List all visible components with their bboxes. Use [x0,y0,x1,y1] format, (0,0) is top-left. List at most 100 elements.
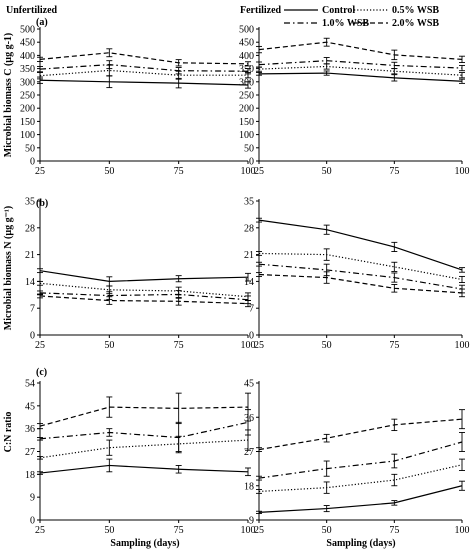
x-tick-label: 100 [455,166,470,177]
y-tick-label: 0 [249,331,254,342]
ylabel-b: Microbial biomass N (µg g⁻¹) [3,206,14,330]
series-1-0-wsb [256,432,465,481]
x-tick-label: 25 [35,166,45,177]
y-tick-label: 35 [244,197,254,208]
series-line [39,64,249,72]
y-tick-label: 150 [20,117,35,128]
series-control [37,268,251,287]
series-line [39,292,249,301]
y-tick-label: 28 [25,223,35,234]
y-tick-label: 250 [20,91,35,102]
x-tick-label: 50 [322,340,332,351]
y-tick-label: 7 [249,304,254,315]
panel-label-a: (a) [36,17,48,28]
series-line [258,464,463,493]
x-tick-label: 50 [104,525,114,536]
panel-b-fert: 0 7 14 21 28 35 25 50 75 100 [244,197,470,352]
legend-label: Control [322,5,355,16]
legend: Control 0.5% WSB 1.0% WSB 2.0% WSB [284,5,439,29]
x-tick-label: 75 [174,340,184,351]
y-tick-label: 350 [20,64,35,75]
series-line [39,69,248,77]
series-1-0-wsb [256,57,465,72]
series-2-0-wsb [256,409,465,452]
y-tick-label: 18 [244,481,254,492]
series-line [39,421,249,440]
panel-label-b: (b) [36,198,48,209]
series-line [39,282,249,298]
y-tick-label: 36 [25,424,35,435]
y-tick-label: 0 [30,331,35,342]
y-tick-label: 14 [244,277,254,288]
y-tick-label: 200 [20,104,35,115]
series-line [39,270,249,283]
y-tick-label: 9 [30,493,35,504]
series-line [39,295,249,305]
x-tick-label: 50 [322,525,332,536]
y-tick-label: 35 [25,197,35,208]
panel-b-unfert: 0 7 14 21 28 35 25 50 75 100 [25,197,256,352]
x-tick-label: 75 [389,525,399,536]
y-tick-label: 54 [25,379,35,390]
header-unfertilized: Unfertilized [6,5,58,16]
series-control [37,75,251,89]
y-tick-label: 50 [25,143,35,154]
y-tick-label: 27 [244,447,254,458]
y-tick-label: 0 [249,157,254,168]
x-tick-label: 75 [389,340,399,351]
y-tick-label: 45 [244,379,254,390]
xlabel-right: Sampling (days) [326,538,395,549]
series-line [39,439,249,459]
series-0-5-wsb [37,429,251,460]
legend-label: 0.5% WSB [392,5,439,16]
legend-item: 2.0% WSB [354,18,439,29]
y-tick-label: 18 [25,470,35,481]
y-tick-label: 250 [239,91,254,102]
series-line [39,79,249,86]
x-tick-label: 100 [241,340,256,351]
series-control [256,480,465,514]
legend-label: 2.0% WSB [392,18,439,29]
y-tick-label: 400 [20,51,35,62]
series-2-0-wsb [37,392,251,430]
legend-item: 1.0% WSB [284,18,369,29]
x-tick-label: 75 [389,166,399,177]
y-tick-label: 500 [20,25,35,36]
series-1-0-wsb [37,60,251,75]
y-tick-label: 450 [239,38,254,49]
y-tick-label: 9 [249,516,254,527]
series-control [37,458,251,477]
y-tick-label: 36 [244,413,254,424]
series-control [256,70,465,84]
panel-c-fert: 9 18 27 36 45 25 50 75 100 [244,379,470,537]
x-tick-label: 75 [174,166,184,177]
x-tick-label: 75 [174,525,184,536]
series-1-0-wsb [256,261,465,294]
x-tick-label: 100 [241,166,256,177]
series-1-0-wsb [37,290,251,305]
panel-a-fert: 0 50 100 150 200 250 300 350 400 450 500 25 50 75 100 [239,25,470,178]
series-2-0-wsb [256,37,465,63]
ylabel-c: C:N ratio [3,412,14,453]
legend-item: 0.5% WSB [354,5,439,16]
panel-c-unfert: 0 9 18 27 36 45 54 25 50 75 100 [25,379,256,537]
series-line [258,263,463,290]
x-tick-label: 100 [241,525,256,536]
series-2-0-wsb [37,48,251,67]
series-1-0-wsb [37,409,251,454]
x-tick-label: 50 [322,166,332,177]
series-0-5-wsb [256,248,465,283]
series-line [39,406,249,427]
y-tick-label: 200 [239,104,254,115]
x-tick-label: 25 [254,166,264,177]
y-tick-label: 7 [30,304,35,315]
y-tick-label: 300 [20,77,35,88]
series-line [258,41,463,60]
x-tick-label: 50 [104,166,114,177]
y-tick-label: 350 [239,64,254,75]
legend-label: 1.0% WSB [322,18,369,29]
y-tick-label: 45 [25,401,35,412]
y-tick-label: 100 [20,130,35,141]
y-tick-label: 21 [25,250,35,261]
